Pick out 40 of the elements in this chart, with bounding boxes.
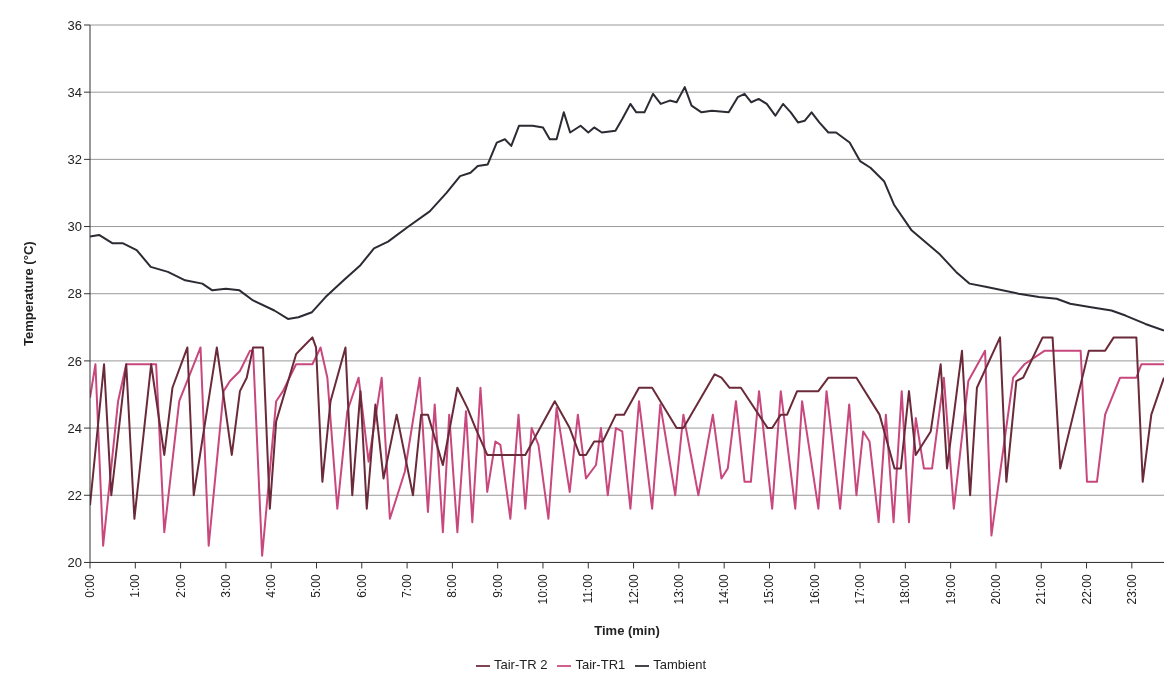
y-axis-title: Temperature (°C): [20, 241, 36, 347]
x-tick-label: 10:00: [535, 574, 550, 605]
y-tick-label: 24: [67, 420, 82, 436]
x-tick-label: 23:00: [1124, 574, 1139, 605]
x-tick-label: 2:00: [173, 574, 188, 598]
y-tick-label: 22: [67, 487, 82, 503]
y-tick-label: 20: [67, 555, 82, 571]
legend-label: Tambient: [653, 657, 707, 673]
line-series: [90, 336, 1164, 520]
x-tick-label: 8:00: [445, 574, 460, 598]
x-tick-label: 5:00: [309, 574, 324, 598]
legend-label: Tair-TR1: [575, 657, 626, 673]
x-tick-label: 12:00: [626, 574, 641, 605]
x-tick-label: 14:00: [717, 574, 732, 605]
y-tick-label: 32: [67, 151, 82, 167]
x-tick-label: 19:00: [943, 574, 958, 605]
x-tick-label: 1:00: [128, 574, 143, 598]
y-tick-label: 28: [67, 286, 82, 302]
y-tick-label: 36: [67, 17, 82, 33]
x-tick-label: 11:00: [581, 574, 596, 604]
x-tick-label: 6:00: [354, 574, 369, 598]
x-tick-label: 4:00: [264, 574, 279, 598]
line-series: [90, 346, 1164, 557]
x-tick-label: 22:00: [1079, 574, 1094, 605]
x-axis-title: Time (min): [594, 623, 660, 639]
x-tick-label: 9:00: [490, 574, 505, 598]
y-tick-label: 30: [67, 219, 82, 235]
y-tick-label: 34: [67, 84, 82, 100]
x-tick-label: 7:00: [400, 574, 415, 598]
x-tick-label: 13:00: [671, 574, 686, 605]
legend-label: Tair-TR 2: [493, 657, 548, 673]
x-tick-label: 17:00: [853, 574, 868, 605]
x-tick-label: 21:00: [1034, 574, 1049, 605]
x-tick-label: 15:00: [762, 574, 777, 605]
x-tick-label: 20:00: [988, 574, 1003, 605]
x-tick-label: 3:00: [218, 574, 233, 598]
x-tick-label: 0:00: [83, 574, 97, 598]
x-tick-label: 16:00: [807, 574, 822, 605]
y-tick-label: 26: [67, 353, 82, 369]
x-tick-label: 18:00: [898, 574, 913, 605]
